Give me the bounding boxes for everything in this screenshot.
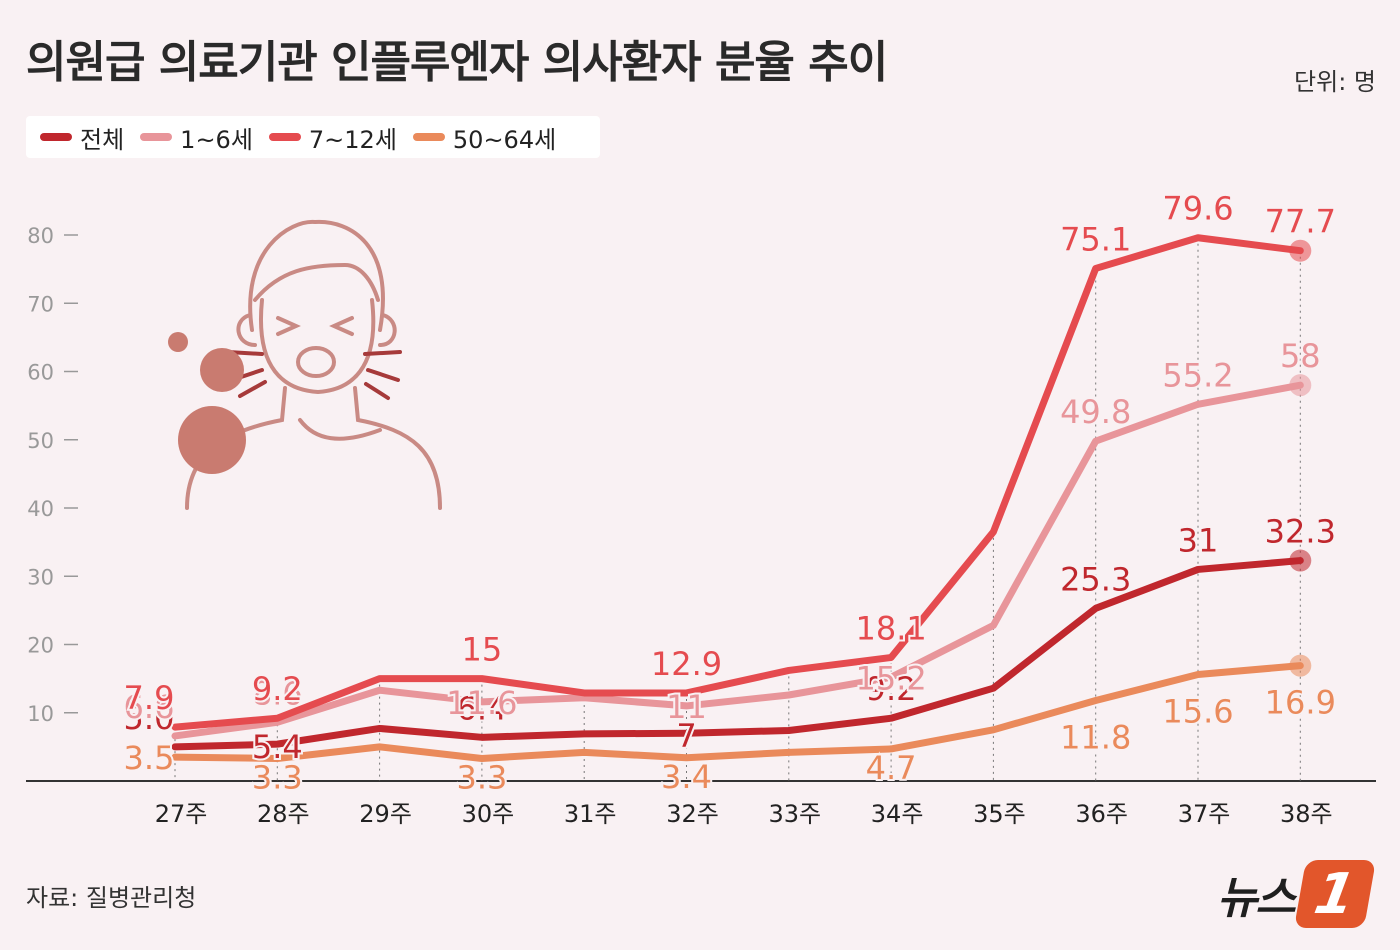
legend-label-age-1-6: 1~6세 xyxy=(180,125,253,154)
chart-title: 의원급 의료기관 인플루엔자 의사환자 분율 추이 xyxy=(26,37,888,88)
data-label-age_1_6: 58 xyxy=(1280,337,1321,375)
data-label-age_1_6: 15.2 xyxy=(855,659,926,697)
data-label-total: 5.4 xyxy=(252,728,303,766)
data-label-age_50_64: 3.3 xyxy=(252,758,303,796)
legend: 전체 1~6세 7~12세 50~64세 xyxy=(26,116,600,158)
series-line-age_1_6 xyxy=(171,381,1304,740)
data-label-age_1_6: 6.6 xyxy=(124,688,175,726)
x-tick-label: 31주 xyxy=(564,800,617,828)
data-label-age_1_6: 11.6 xyxy=(446,684,517,722)
legend-swatch-total xyxy=(40,133,72,141)
germ-blobs xyxy=(168,332,246,474)
series-endpoint-age_1_6 xyxy=(1289,374,1312,397)
x-tick-label: 37주 xyxy=(1178,800,1231,828)
data-label-age_7_12: 79.6 xyxy=(1162,190,1233,228)
data-label-age_50_64: 3.3 xyxy=(456,758,507,796)
series-endpoint-age_50_64 xyxy=(1289,654,1312,677)
y-tick-label: 40 xyxy=(27,497,54,521)
x-tick-label: 34주 xyxy=(871,800,924,828)
data-label-age_50_64: 16.9 xyxy=(1265,684,1336,722)
x-tick-label: 38주 xyxy=(1280,800,1333,828)
logo-mark: 1 xyxy=(1294,860,1376,928)
data-label-total: 9.2 xyxy=(866,670,917,708)
unit-label: 단위: 명 xyxy=(1294,68,1376,96)
left-eye xyxy=(276,316,301,336)
data-label-age_1_6: 49.8 xyxy=(1060,393,1131,431)
legend-item-age-1-6: 1~6세 xyxy=(140,120,253,155)
y-tick-label: 20 xyxy=(27,634,54,658)
x-tick-label: 35주 xyxy=(973,800,1026,828)
series-endpoint-total xyxy=(1289,549,1312,572)
data-label-age_7_12: 12.9 xyxy=(651,645,722,683)
data-labels-layer: 5.0 5.4 6.4 7 9.2 25.3 31 32.3 6.6 8.6 11.6 11 15.2 4… xyxy=(122,188,1338,799)
data-label-age_1_6: 11 xyxy=(666,688,707,726)
y-tick-label: 60 xyxy=(27,361,54,385)
data-label-total: 7 xyxy=(676,717,696,755)
axes: 10 20 30 40 50 60 70 80 27주 28주 29주 30주 31주 32주 33주 34주… xyxy=(26,224,1376,828)
series-line-age_50_64 xyxy=(171,662,1304,762)
open-mouth xyxy=(296,346,336,378)
legend-swatch-age-1-6 xyxy=(140,133,173,141)
x-tick-label: 27주 xyxy=(155,800,208,828)
legend-label-age-7-12: 7~12세 xyxy=(308,125,397,154)
data-label-age_1_6: 55.2 xyxy=(1162,356,1233,394)
y-tick-label: 80 xyxy=(27,224,54,248)
legend-item-age-7-12: 7~12세 xyxy=(268,120,397,155)
series-line-total xyxy=(171,557,1304,751)
data-label-age_50_64: 11.8 xyxy=(1060,718,1131,756)
legend-swatch-age-50-64 xyxy=(412,133,445,141)
data-label-age_7_12: 15 xyxy=(462,631,503,669)
right-eye xyxy=(329,316,354,336)
x-tick-label: 36주 xyxy=(1075,800,1128,828)
series-layer xyxy=(171,234,1312,762)
series-line-age_7_12 xyxy=(171,234,1304,731)
data-label-total: 25.3 xyxy=(1060,560,1131,598)
left-ear xyxy=(236,313,257,347)
data-label-total: 6.4 xyxy=(456,689,507,727)
data-label-age_50_64: 15.6 xyxy=(1162,693,1233,731)
data-label-age_50_64: 4.7 xyxy=(866,749,917,787)
data-label-age_7_12: 18.1 xyxy=(855,609,926,647)
x-tick-label: 33주 xyxy=(768,800,821,828)
x-tick-label: 28주 xyxy=(257,800,310,828)
x-tick-label: 29주 xyxy=(359,800,412,828)
data-label-total: 32.3 xyxy=(1265,513,1336,551)
hair-line xyxy=(253,262,380,302)
legend-item-age-50-64: 50~64세 xyxy=(412,120,557,155)
y-tick-label: 50 xyxy=(27,429,54,453)
data-label-age_7_12: 77.7 xyxy=(1265,203,1336,241)
data-label-age_50_64: 3.4 xyxy=(661,758,712,796)
right-ear xyxy=(378,313,397,347)
data-label-age_7_12: 75.1 xyxy=(1060,220,1131,258)
body-right xyxy=(353,386,442,510)
source-note: 자료: 질병관리청 xyxy=(26,884,197,912)
legend-label-age-50-64: 50~64세 xyxy=(452,125,557,154)
legend-label-total: 전체 xyxy=(80,125,125,154)
data-label-total: 31 xyxy=(1178,521,1219,559)
y-tick-label: 10 xyxy=(27,702,54,726)
legend-swatch-age-7-12 xyxy=(268,133,301,141)
logo-text: 뉴스 xyxy=(1217,873,1296,924)
hair-outline xyxy=(248,219,385,332)
legend-item-total: 전체 xyxy=(40,120,124,155)
data-label-age_7_12: 7.9 xyxy=(124,679,175,717)
data-label-age_50_64: 3.5 xyxy=(124,739,175,777)
y-tick-label: 70 xyxy=(27,292,54,316)
coughing-person-illustration xyxy=(168,219,442,510)
data-label-age_7_12: 9.2 xyxy=(252,670,303,708)
x-tick-label: 32주 xyxy=(666,800,719,828)
news1-logo: 뉴스 1 xyxy=(1217,860,1376,928)
collar xyxy=(298,418,382,441)
x-tick-label: 30주 xyxy=(462,800,515,828)
face-outline xyxy=(259,298,376,395)
series-endpoint-age_7_12 xyxy=(1289,239,1312,262)
data-label-total: 5.0 xyxy=(124,699,175,737)
y-tick-label: 30 xyxy=(27,565,54,589)
data-label-age_1_6: 8.6 xyxy=(252,674,303,712)
